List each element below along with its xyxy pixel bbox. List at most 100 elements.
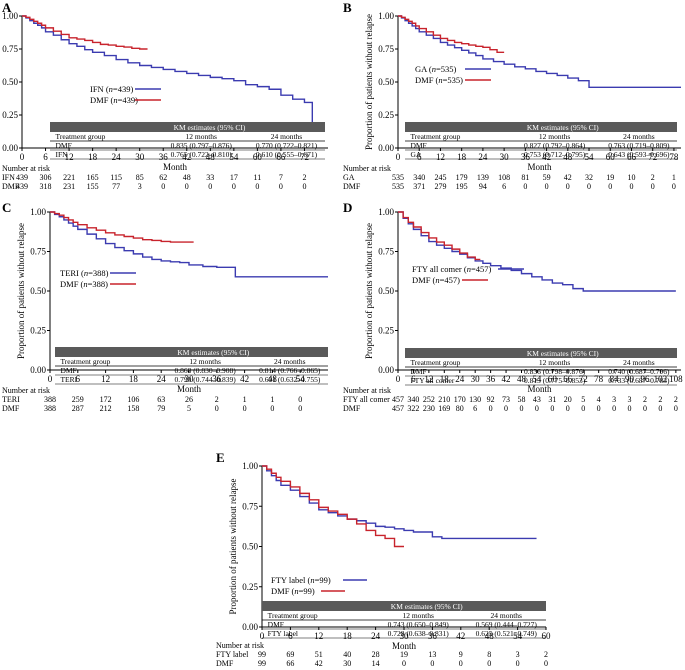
series-line-dmf: [22, 15, 148, 50]
risk-value: 0: [674, 404, 678, 413]
risk-value: 20: [564, 395, 572, 404]
legend-suffix: =457): [471, 264, 492, 274]
legend-suffix: =388): [88, 268, 109, 278]
risk-value: 0: [255, 182, 259, 191]
legend-suffix: =99): [315, 575, 331, 585]
series-line-comparator: [262, 465, 537, 540]
risk-value: 62: [159, 173, 167, 182]
km-table-cell: DMF: [410, 367, 426, 376]
km-table-cell: 0.728 (0.638–0.831): [388, 629, 450, 638]
legend-entry: FTY label (n=99): [271, 575, 331, 585]
x-tick-label: 48: [206, 152, 216, 162]
km-table-cell: 0.643 (0.593–0.696): [608, 150, 670, 159]
risk-value: 40: [343, 650, 351, 659]
risk-value: 0: [279, 182, 283, 191]
km-table-cell: 0.868 (0.830–0.908): [175, 366, 237, 375]
legend-prefix: DMF (: [90, 95, 114, 105]
risk-value: 0: [544, 659, 548, 668]
risk-value: 30: [343, 659, 351, 668]
risk-value: 0: [302, 182, 306, 191]
risk-row-label: FTY all comer: [343, 395, 390, 404]
y-axis-label: Proportion of patients without relapse: [228, 479, 238, 615]
y-tick-label: 0.25: [242, 582, 258, 592]
y-axis-label: Proportion of patients without relapse: [364, 223, 374, 359]
x-tick-label: 72: [300, 152, 309, 162]
panel-label: A: [2, 0, 12, 15]
risk-value: 3: [628, 395, 632, 404]
x-tick-label: 0: [20, 152, 25, 162]
y-tick-label: 0.75: [378, 247, 394, 257]
risk-value: 0: [215, 404, 219, 413]
risk-value: 0: [523, 182, 527, 191]
risk-value: 0: [402, 659, 406, 668]
legend-suffix: =388): [88, 279, 109, 289]
risk-value: 0: [608, 182, 612, 191]
risk-value: 33: [206, 173, 214, 182]
risk-value: 66: [286, 659, 294, 668]
km-table-cell: TERI: [60, 375, 77, 384]
x-tick-label: 72: [579, 374, 588, 384]
risk-value: 43: [533, 395, 541, 404]
km-table-col-header: 24 months: [274, 357, 306, 366]
series-line-comparator: [22, 15, 317, 127]
series-line-comparator: [398, 211, 676, 292]
km-table-cell: 0.569 (0.444–0.727): [476, 620, 538, 629]
risk-value: 221: [63, 173, 75, 182]
km-table-col-header: 12 months: [539, 358, 571, 367]
y-tick-label: 0.75: [2, 44, 18, 54]
km-table-col-header: Treatment group: [56, 132, 106, 141]
x-tick-label: 54: [229, 152, 239, 162]
risk-value: 2: [651, 173, 655, 182]
x-tick-label: 72: [648, 152, 657, 162]
legend-entry: DMF (n=535): [415, 75, 463, 85]
legend-n: n: [83, 279, 87, 289]
legend-n: n: [438, 75, 442, 85]
y-tick-label: 1.00: [2, 11, 18, 21]
risk-value: 388: [44, 404, 56, 413]
km-table-col-header: 12 months: [186, 132, 218, 141]
risk-value: 0: [232, 182, 236, 191]
risk-value: 259: [72, 395, 84, 404]
km-table-col-header: Treatment group: [268, 611, 318, 620]
km-table-cell: 0.691 (0.632–0.755): [259, 375, 321, 384]
km-table-cell: 0.743 (0.650–0.849): [388, 620, 450, 629]
y-tick-label: 0.50: [2, 77, 18, 87]
risk-value: 2: [544, 650, 548, 659]
series-line-dmf: [398, 211, 481, 261]
risk-row-label: IFN: [2, 173, 15, 182]
risk-value: 2: [302, 173, 306, 182]
risk-value: 0: [270, 404, 274, 413]
x-axis-label: Month: [527, 384, 552, 394]
x-tick-label: 96: [640, 374, 650, 384]
x-tick-label: 12: [65, 152, 74, 162]
risk-value: 42: [564, 173, 572, 182]
x-tick-label: 36: [486, 374, 496, 384]
legend-suffix: =439): [113, 84, 134, 94]
y-tick-label: 1.00: [378, 11, 394, 21]
x-tick-label: 54: [296, 374, 306, 384]
km-table-col-header: 12 months: [402, 611, 434, 620]
km-table-cell: 0.733 (0.687–0.783): [608, 376, 670, 385]
panel-a: A0.000.250.500.751.000 6 12 18 24 30 36 42 48 54 6…: [2, 0, 328, 191]
y-tick-label: 0.25: [30, 326, 46, 336]
x-tick-label: 6: [411, 374, 416, 384]
risk-value: 81: [521, 173, 529, 182]
y-tick-label: 0.25: [2, 110, 18, 120]
panel-e: E0.000.250.500.751.000 6 12 18 24 30 36 42 48 54 6…: [216, 450, 551, 668]
km-table-col-header: 24 months: [623, 132, 655, 141]
x-tick-label: 66: [563, 374, 573, 384]
risk-value: 0: [487, 659, 491, 668]
risk-value: 0: [566, 182, 570, 191]
risk-value: 19: [606, 173, 614, 182]
km-table-header: [50, 122, 325, 132]
km-table-col-header: 12 months: [189, 357, 221, 366]
km-table-cell: 0.814 (0.766–0.865): [259, 366, 321, 375]
risk-row-label: GA: [343, 173, 355, 182]
risk-value: 340: [413, 173, 425, 182]
legend-entry: DMF (n=457): [412, 275, 460, 285]
risk-value: 17: [230, 173, 238, 182]
legend-suffix: =99): [299, 586, 315, 596]
risk-table-title: Number at risk: [343, 164, 391, 173]
panel-c: C0.000.250.500.751.000 6 12 18 24 30 36 42 48 54P…: [2, 200, 328, 413]
km-table-cell: DMF: [60, 366, 76, 375]
